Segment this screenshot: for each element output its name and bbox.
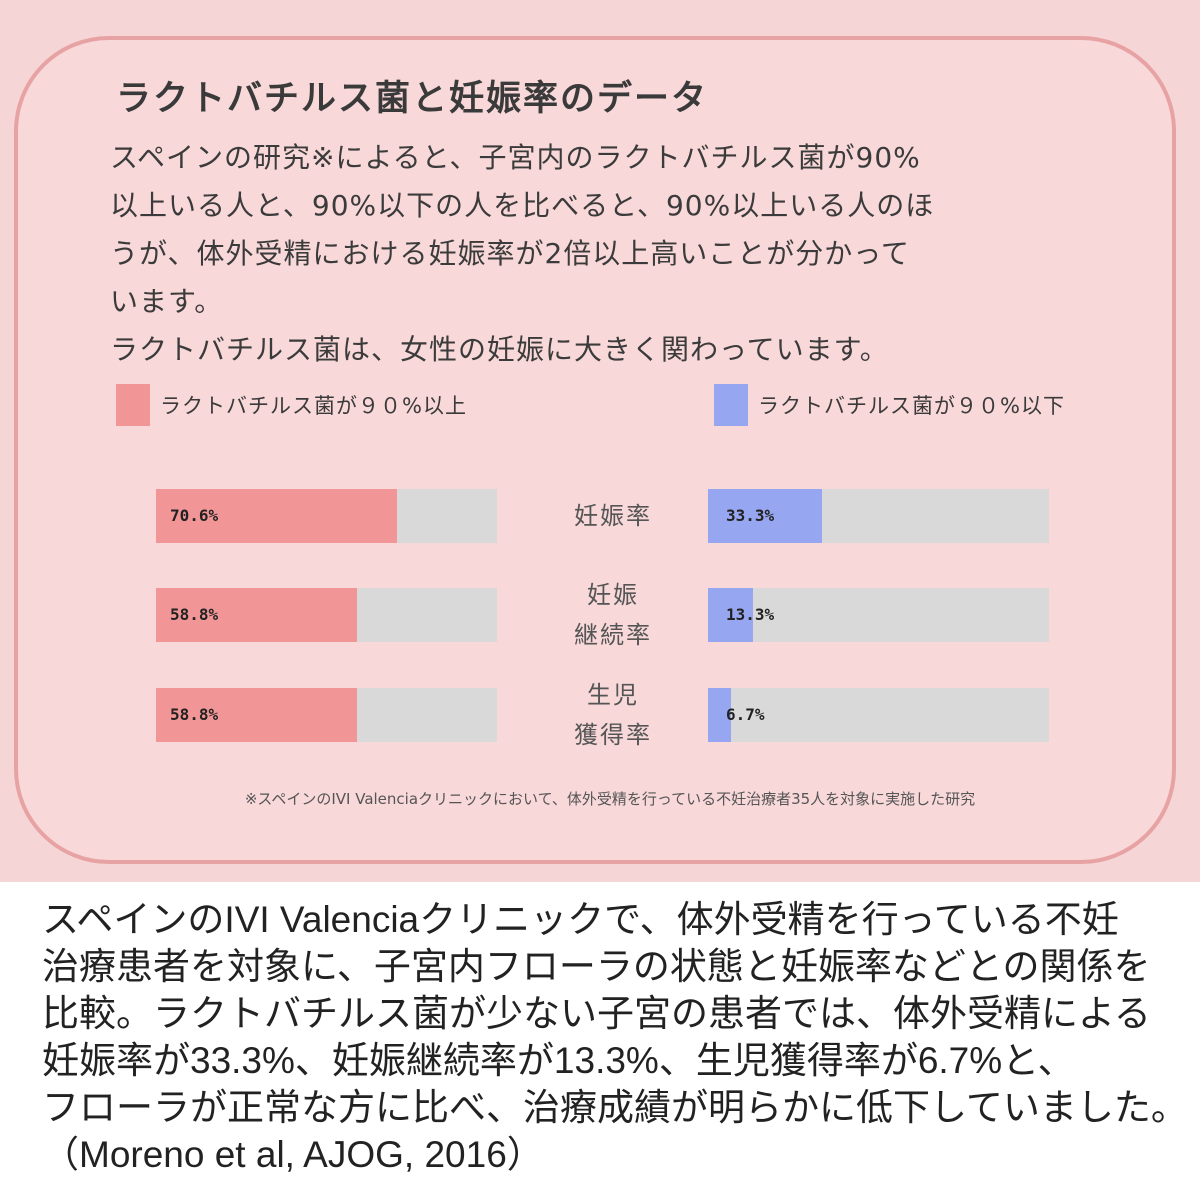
bar-track: 58.8%: [156, 688, 497, 742]
bar: [156, 489, 397, 543]
caption: スペインのIVI Valenciaクリニックで、体外受精を行っている不妊 治療患…: [42, 896, 1188, 1178]
legend-low: ラクトバチルス菌が９０%以下: [714, 384, 1065, 426]
chart-title: ラクトバチルス菌と妊娠率のデータ: [116, 79, 709, 119]
bar-value-label: 58.8%: [170, 705, 219, 724]
category-label-line: 獲得率: [574, 721, 652, 749]
bar-value-label: 58.8%: [170, 605, 219, 624]
bar-value-label: 70.6%: [170, 506, 219, 525]
body-line: 以上いる人と、90%以下の人を比べると、90%以上いる人のほ: [110, 189, 935, 222]
bar-track: 33.3%: [708, 489, 1049, 543]
category-label-line: 妊娠率: [574, 502, 652, 530]
body-line: ラクトバチルス菌は、女性の妊娠に大きく関わっています。: [110, 333, 889, 366]
bar: [156, 588, 357, 642]
body-text: スペインの研究※によると、子宮内のラクトバチルス菌が90% 以上いる人と、90%…: [110, 134, 1095, 374]
bar-value-label: 33.3%: [726, 506, 775, 525]
caption-line: スペインのIVI Valenciaクリニックで、体外受精を行っている不妊: [42, 899, 1119, 940]
legend-high-swatch: [116, 384, 150, 426]
category-label: 妊娠 継続率: [543, 575, 683, 655]
bar: [708, 489, 822, 543]
legend-low-swatch: [714, 384, 748, 426]
bar-track: 58.8%: [156, 588, 497, 642]
bar-value-label: 6.7%: [726, 705, 765, 724]
footnote: ※スペインのIVI Valenciaクリニックにおいて、体外受精を行っている不妊…: [244, 790, 976, 808]
bar: [708, 688, 731, 742]
caption-line: フローラが正常な方に比べ、治療成績が明らかに低下していました。: [42, 1087, 1188, 1128]
category-label: 生児 獲得率: [543, 675, 683, 755]
bar-track: 13.3%: [708, 588, 1049, 642]
bar-track: 70.6%: [156, 489, 497, 543]
bar: [156, 688, 357, 742]
legend-high: ラクトバチルス菌が９０%以上: [116, 384, 467, 426]
category-label-line: 妊娠: [587, 581, 639, 609]
caption-line: 治療患者を対象に、子宮内フローラの状態と妊娠率などとの関係を: [42, 946, 1151, 987]
body-line: うが、体外受精における妊娠率が2倍以上高いことが分かって: [110, 237, 910, 270]
category-label-line: 生児: [587, 681, 639, 709]
bar-value-label: 13.3%: [726, 605, 775, 624]
caption-line: 比較。ラクトバチルス菌が少ない子宮の患者では、体外受精による: [42, 993, 1151, 1034]
caption-line: （Moreno et al, AJOG, 2016）: [42, 1134, 544, 1175]
legend-high-label: ラクトバチルス菌が９０%以上: [160, 394, 467, 418]
category-label: 妊娠率: [543, 496, 683, 536]
category-label-line: 継続率: [574, 621, 652, 649]
body-line: います。: [110, 285, 224, 318]
legend-low-label: ラクトバチルス菌が９０%以下: [758, 394, 1065, 418]
bar-track: 6.7%: [708, 688, 1049, 742]
caption-line: 妊娠率が33.3%、妊娠継続率が13.3%、生児獲得率が6.7%と、: [42, 1040, 1075, 1081]
body-line: スペインの研究※によると、子宮内のラクトバチルス菌が90%: [110, 141, 921, 174]
bar: [708, 588, 754, 642]
